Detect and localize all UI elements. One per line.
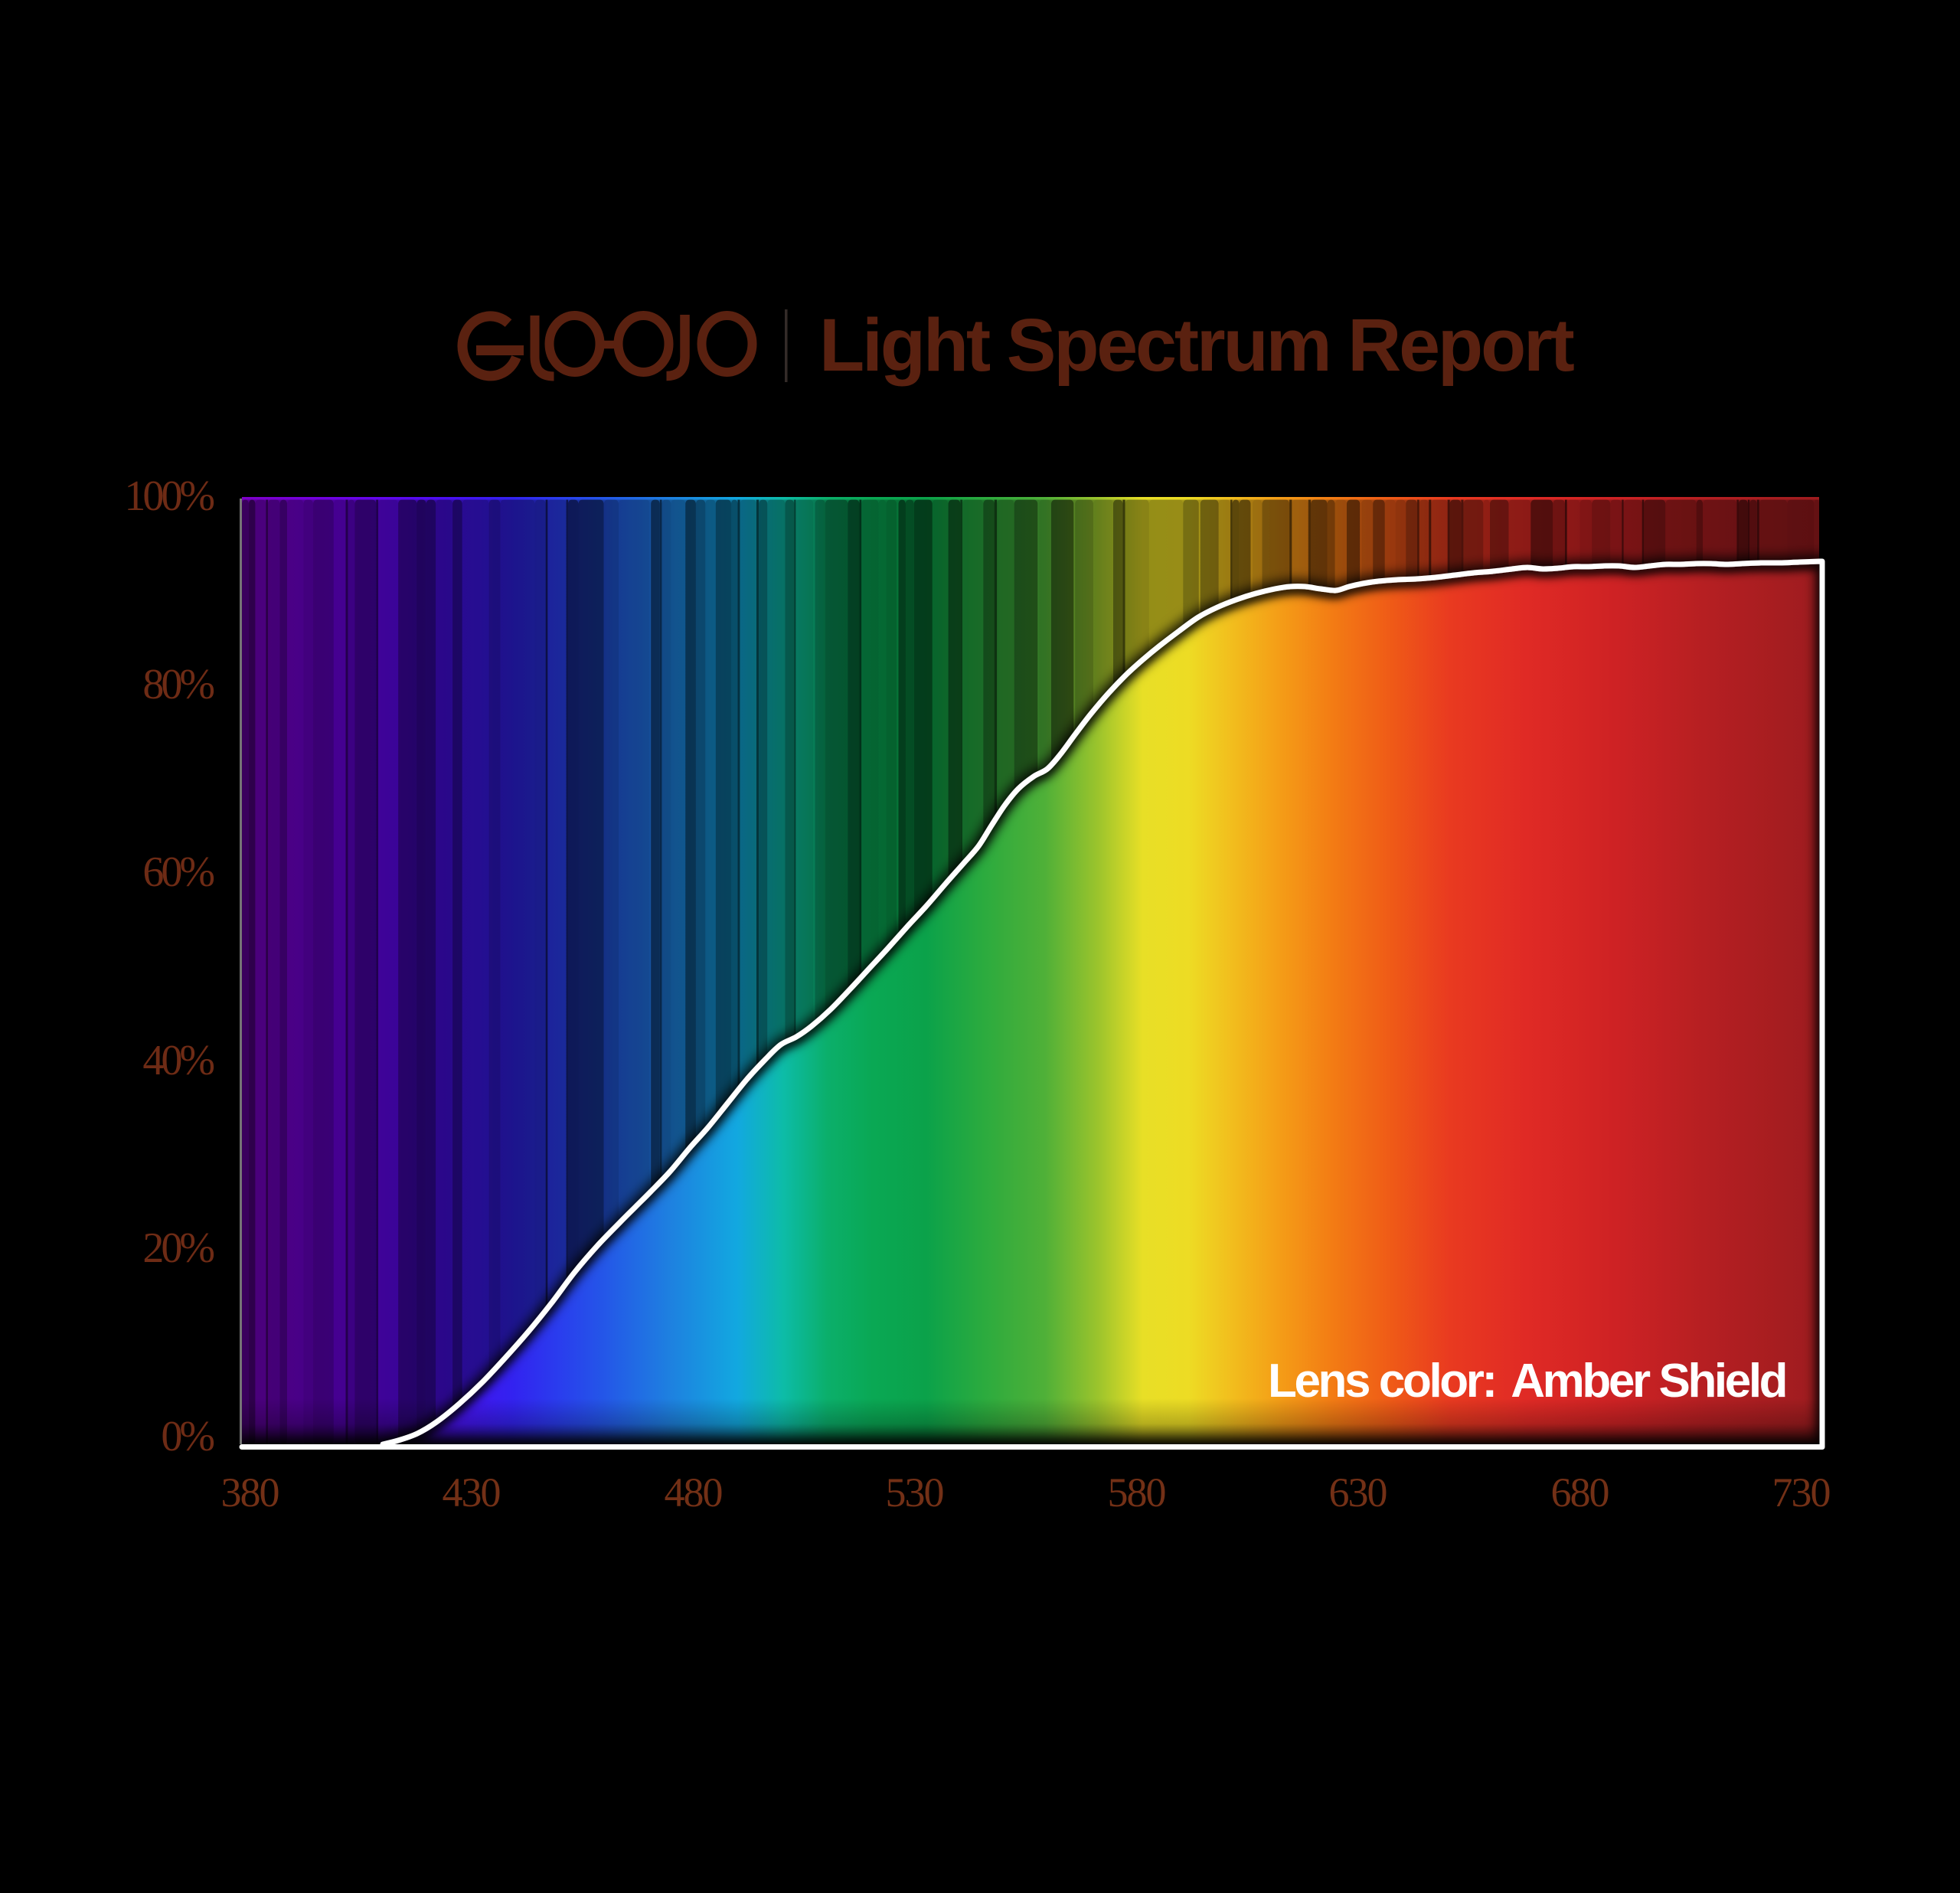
- svg-text:40%: 40%: [142, 1037, 214, 1084]
- svg-text:730: 730: [1772, 1470, 1830, 1515]
- svg-text:680: 680: [1551, 1470, 1609, 1515]
- svg-text:580: 580: [1108, 1470, 1165, 1515]
- svg-text:0%: 0%: [161, 1413, 214, 1460]
- svg-text:60%: 60%: [142, 848, 214, 896]
- svg-text:630: 630: [1329, 1470, 1387, 1515]
- svg-text:480: 480: [665, 1470, 722, 1515]
- svg-text:430: 430: [443, 1470, 500, 1515]
- svg-text:100%: 100%: [124, 472, 214, 520]
- svg-text:Lens color: Amber Shield: Lens color: Amber Shield: [1268, 1355, 1785, 1407]
- svg-text:20%: 20%: [142, 1224, 214, 1272]
- svg-text:Light Spectrum Report: Light Spectrum Report: [819, 303, 1575, 387]
- svg-text:80%: 80%: [142, 661, 214, 708]
- svg-text:380: 380: [221, 1470, 279, 1515]
- svg-text:530: 530: [886, 1470, 943, 1515]
